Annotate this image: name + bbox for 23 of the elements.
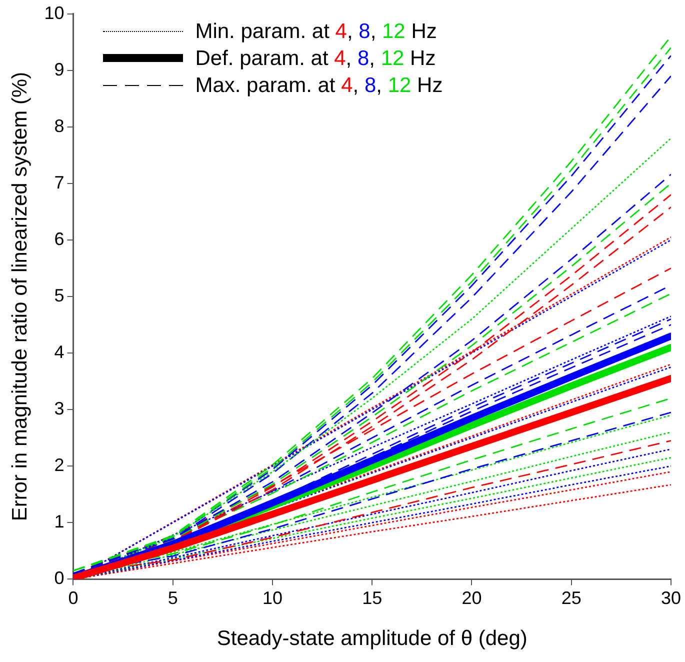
x-tick-label: 0 xyxy=(68,588,78,608)
y-tick-label: 3 xyxy=(54,398,64,419)
x-tick-label: 30 xyxy=(660,588,682,608)
x-tick-label: 10 xyxy=(262,588,282,608)
y-tick-label: 8 xyxy=(54,116,64,136)
y-tick-label: 6 xyxy=(54,228,64,249)
x-tick-label: 25 xyxy=(561,588,582,608)
annotation: Max. param. at 4, 8, 12 Hz xyxy=(195,72,443,99)
y-tick-label: 7 xyxy=(54,172,64,192)
y-axis-title: Error in magnitude ratio of linearized system (%) xyxy=(8,72,32,522)
x-tick-label: 15 xyxy=(362,588,382,608)
x-tick-label: 5 xyxy=(168,588,178,608)
x-tick-label: 20 xyxy=(462,588,482,608)
y-tick-label: 10 xyxy=(44,2,64,23)
annotation: Min. param. at 4, 8, 12 Hz xyxy=(195,18,437,45)
y-tick-label: 1 xyxy=(54,512,64,532)
y-tick-label: 9 xyxy=(54,59,64,80)
y-tick-label: 4 xyxy=(54,342,64,362)
annotation: Def. param. at 4, 8, 12 Hz xyxy=(195,46,436,72)
y-tick-label: 0 xyxy=(54,568,64,588)
y-tick-label: 2 xyxy=(54,455,64,476)
y-tick-label: 5 xyxy=(54,285,64,306)
x-axis-title: Steady-state amplitude of θ (deg) xyxy=(216,627,528,650)
